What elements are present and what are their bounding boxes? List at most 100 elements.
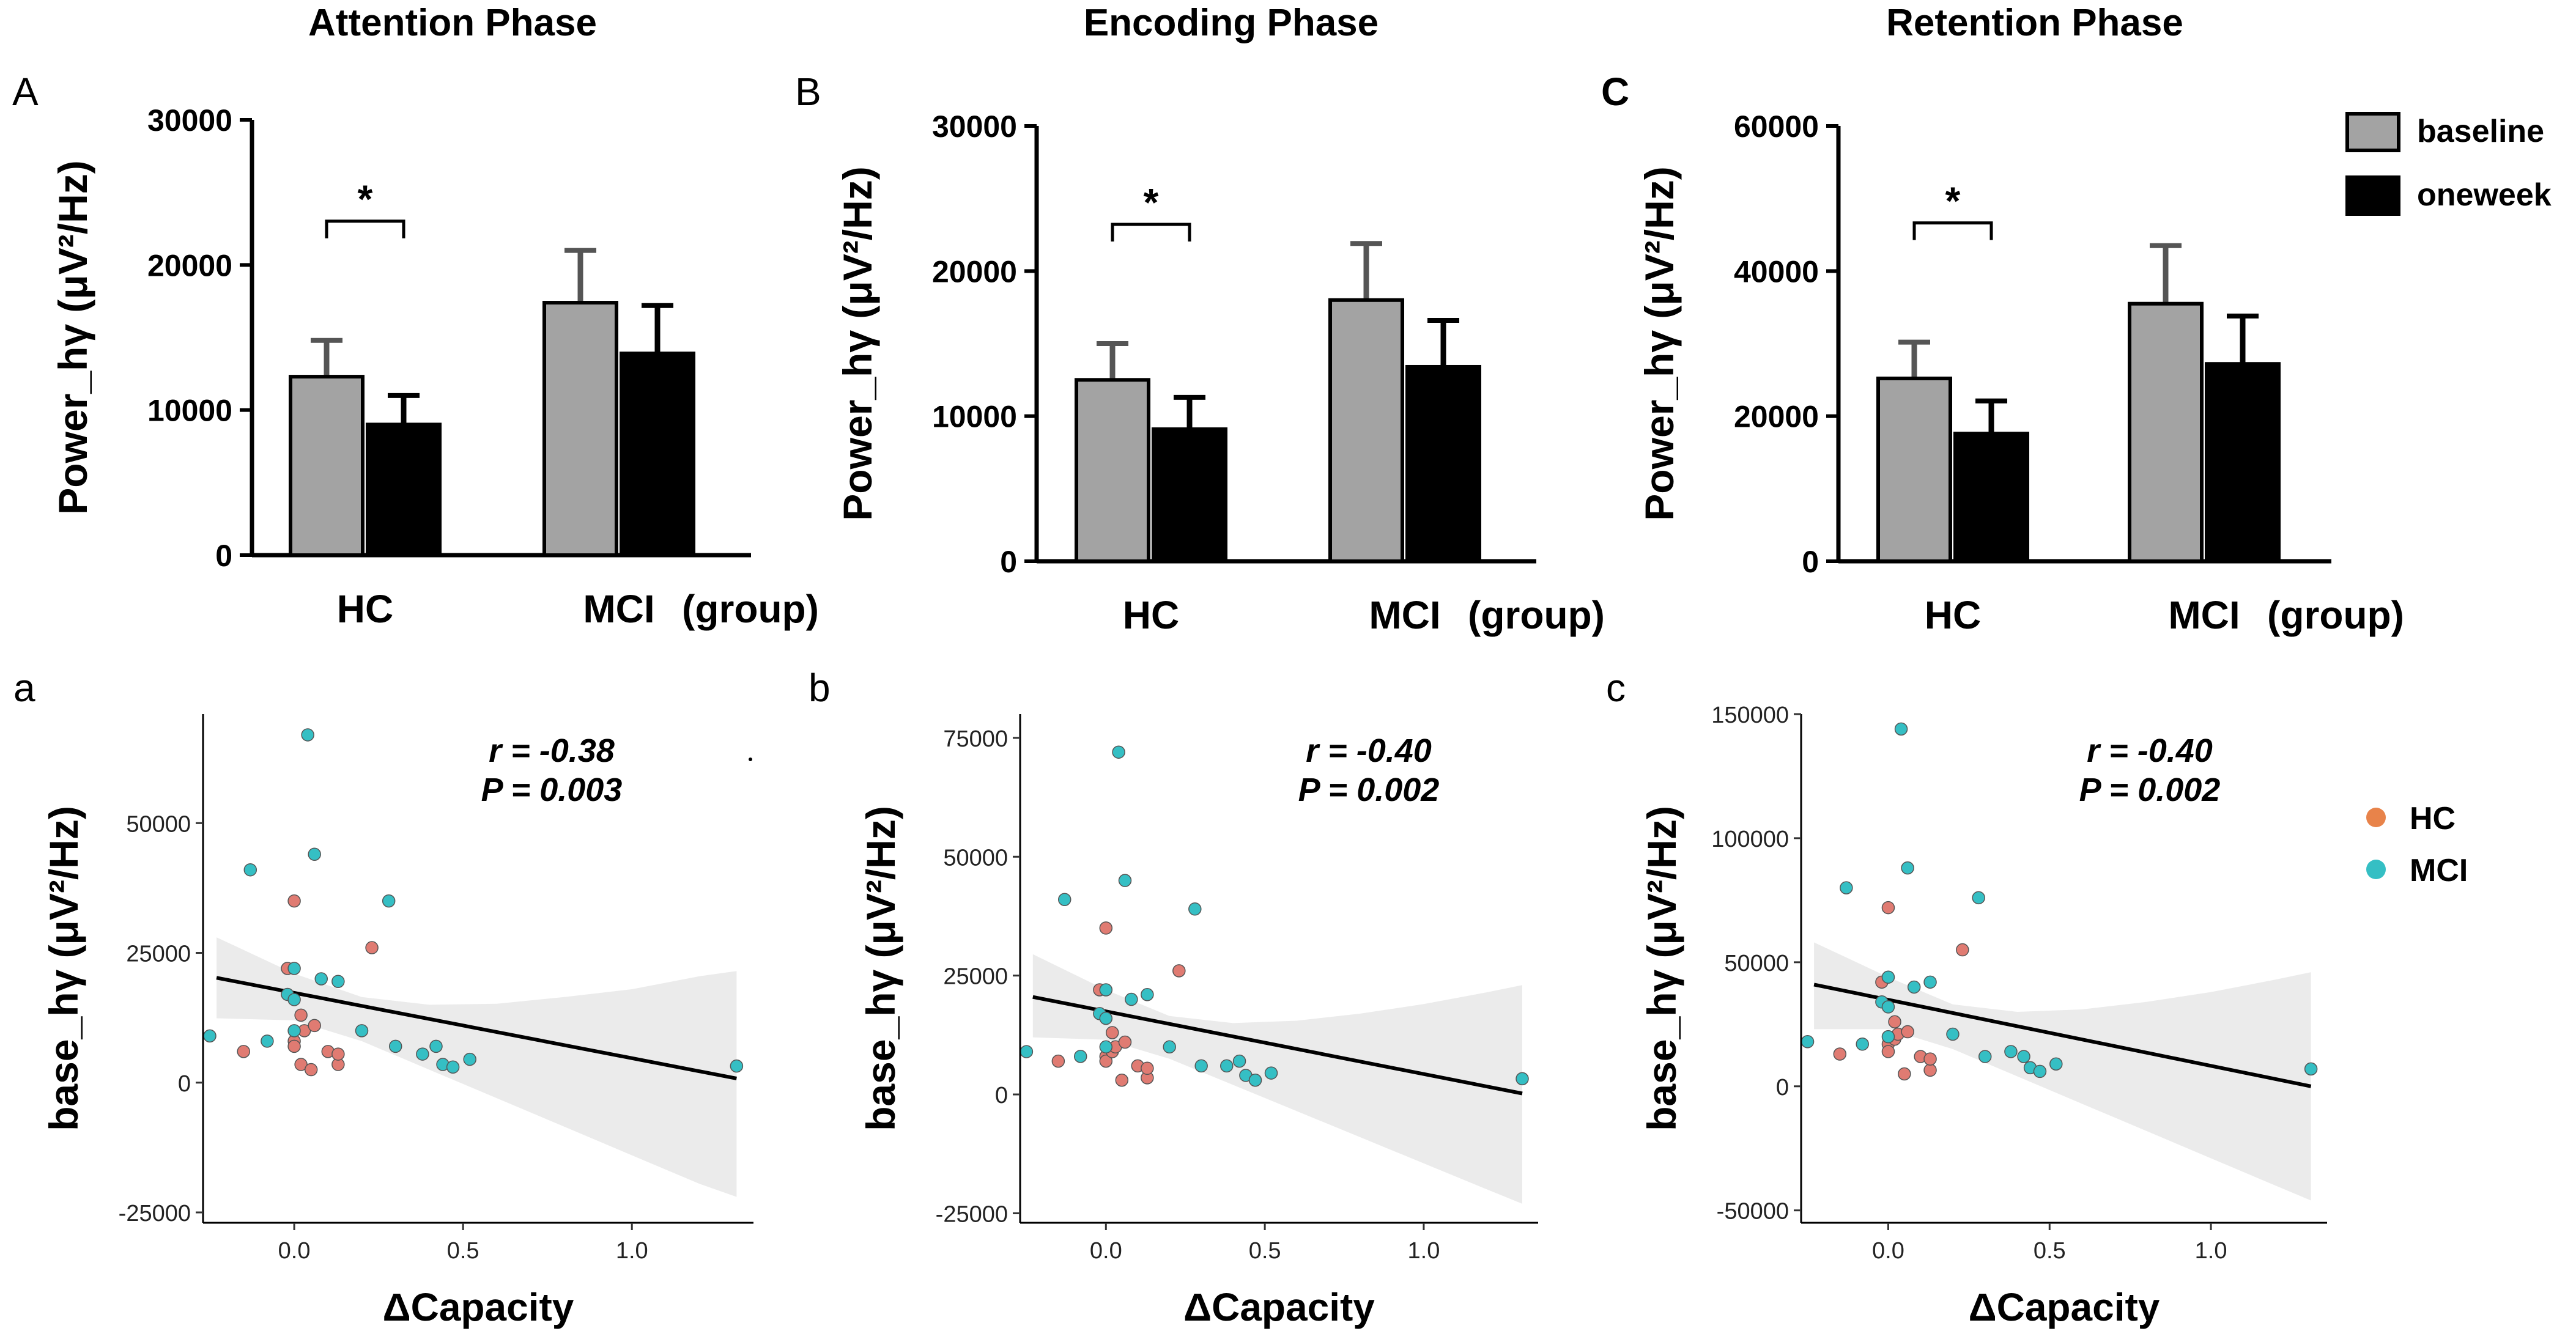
y-tick-label: 0: [1802, 545, 1819, 579]
data-point-mci: [203, 1029, 217, 1043]
x-tick-label: 0.0: [1090, 1238, 1122, 1264]
data-point-mci: [1125, 992, 1138, 1006]
data-point-mci: [1801, 1034, 1815, 1049]
data-point-mci: [388, 1039, 402, 1053]
data-point-hc: [1923, 1052, 1937, 1066]
y-tick-label: 50000: [1724, 951, 1789, 976]
data-point-mci: [261, 1034, 274, 1048]
y-tick-label: 0: [215, 539, 232, 573]
data-point-hc: [1923, 1063, 1937, 1077]
data-point-mci: [1840, 881, 1853, 894]
significance-star: *: [358, 177, 373, 221]
panel-letter-B: B: [795, 70, 821, 114]
legend-swatch-baseline: [2345, 112, 2400, 152]
data-point-mci: [1099, 983, 1113, 997]
data-point-mci: [2049, 1057, 2063, 1071]
bar-oneweek-mci: [1405, 364, 1481, 563]
x-tick-label: 0.5: [447, 1238, 479, 1264]
legend-dot-mci: [2366, 860, 2386, 879]
data-point-mci: [287, 1024, 301, 1038]
data-point-mci: [1194, 1059, 1208, 1073]
y-tick-label: -50000: [1717, 1199, 1789, 1225]
data-point-mci: [1073, 1050, 1087, 1063]
y-tick-label: -25000: [119, 1201, 191, 1226]
bar-oneweek-hc: [1953, 432, 2029, 563]
scatter-legend: HC MCI: [2366, 801, 2468, 888]
y-tick-label: 75000: [943, 726, 1008, 752]
data-point-mci: [1232, 1054, 1246, 1068]
x-category-label: MCI: [583, 587, 654, 631]
bar-baseline-hc: [1075, 378, 1150, 563]
y-tick-label: 25000: [126, 942, 191, 967]
legend-swatch-oneweek: [2345, 175, 2400, 216]
y-tick-label: 30000: [932, 109, 1017, 144]
scatter-plot-c: -50000 0 50000 100000 150000 0.0 0.5 1.0 ΔCapaci…: [1639, 702, 2327, 1329]
x-tick-label: 0.5: [2034, 1238, 2066, 1264]
data-point-hc: [1881, 1045, 1895, 1058]
data-point-mci: [1516, 1072, 1529, 1086]
data-point-hc: [237, 1045, 251, 1058]
y-tick-label: 25000: [943, 964, 1008, 990]
x-axis-group-label: (group): [2267, 593, 2404, 637]
y-tick-label: 40000: [1734, 254, 1819, 289]
data-point-hc: [287, 894, 301, 908]
regression-line: [216, 976, 737, 1080]
data-point-hc: [1141, 1061, 1154, 1075]
panel-letter-a: a: [13, 666, 35, 710]
data-point-mci: [1881, 1000, 1895, 1014]
data-point-mci: [1881, 970, 1895, 984]
significance-bracket: [325, 219, 405, 238]
x-axis-group-label: (group): [1468, 593, 1605, 637]
data-point-hc: [1118, 1035, 1132, 1049]
data-point-mci: [1118, 874, 1132, 887]
data-point-mci: [1923, 975, 1937, 989]
scatter-plot-b: -25000 0 25000 50000 75000 0.0 0.5 1.0 ΔCapacity…: [858, 714, 1538, 1329]
data-point-hc: [287, 1039, 301, 1053]
correlation-p: P = 0.003: [481, 772, 623, 808]
panel-letter-C: C: [1601, 70, 1629, 114]
data-point-hc: [1833, 1047, 1847, 1061]
x-axis-group-label: (group): [682, 587, 819, 631]
bar-baseline-mci: [542, 301, 618, 557]
data-point-hc: [294, 1008, 308, 1022]
data-point-mci: [1163, 1040, 1176, 1054]
data-point-mci: [730, 1059, 744, 1073]
chart-title: Retention Phase: [1886, 2, 2183, 44]
data-point-mci: [382, 894, 396, 908]
data-point-hc: [331, 1047, 345, 1061]
bar-oneweek-mci: [2205, 362, 2281, 564]
bar-baseline-hc: [289, 375, 365, 558]
data-point-mci: [416, 1047, 429, 1061]
legend-label-oneweek: oneweek: [2417, 177, 2552, 213]
y-tick-label: 150000: [1711, 702, 1789, 728]
panel-letter-A: A: [12, 70, 39, 114]
data-point-hc: [1956, 943, 1969, 957]
data-point-hc: [1105, 1026, 1119, 1039]
data-point-mci: [331, 975, 345, 988]
x-category-label: HC: [1123, 593, 1179, 637]
data-point-mci: [1881, 1030, 1895, 1044]
confidence-ribbon: [217, 937, 737, 1197]
y-tick-label: 20000: [932, 254, 1017, 289]
chart-title: Attention Phase: [308, 2, 597, 44]
data-point-mci: [1112, 745, 1125, 759]
data-point-mci: [2004, 1045, 2018, 1058]
data-point-mci: [1856, 1038, 1869, 1051]
y-tick-label: 20000: [147, 248, 232, 282]
bar-baseline-hc: [1876, 376, 1952, 564]
bar-baseline-mci: [2128, 301, 2204, 563]
significance-bracket: [1912, 221, 1993, 240]
regression-line: [1813, 983, 2312, 1088]
data-point-mci: [1894, 722, 1908, 736]
data-point-mci: [1141, 988, 1154, 1001]
data-point-hc: [1099, 921, 1113, 935]
data-point-mci: [1972, 891, 1985, 905]
correlation-p: P = 0.002: [1298, 772, 1440, 808]
x-tick-label: 1.0: [616, 1238, 648, 1264]
y-tick-label: 0: [178, 1071, 191, 1097]
data-point-hc: [365, 941, 379, 954]
y-tick-label: 100000: [1711, 827, 1789, 852]
legend-label-mci: MCI: [2410, 853, 2468, 888]
significance-bracket: [1111, 223, 1191, 241]
x-tick-label: 0.0: [278, 1238, 311, 1264]
